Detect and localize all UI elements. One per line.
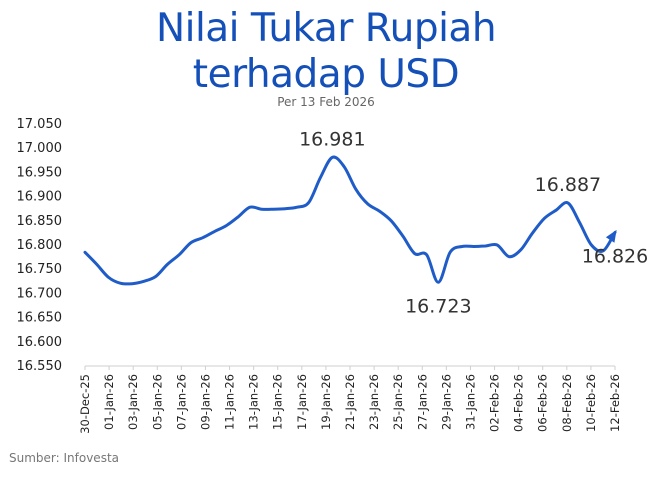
y-tick-label: 16.550 [17,359,63,374]
chart-title: Nilai Tukar Rupiah terhadap USD [0,6,652,98]
usd-idr-line [83,155,617,286]
annotation-label: 16.723 [405,295,471,317]
y-tick-label: 16.850 [17,214,63,229]
chart-subtitle: Per 13 Feb 2026 [277,95,375,109]
x-tick-label: 12-Feb-26 [608,374,622,432]
x-tick-label: 06-Feb-26 [536,374,550,432]
y-tick-label: 16.950 [17,165,63,180]
y-tick-label: 17.000 [17,141,63,156]
x-tick-label: 01-Jan-26 [102,374,116,430]
x-tick-label: 19-Jan-26 [319,374,333,430]
x-tick-label: 31-Jan-26 [463,374,477,430]
title-line-2: terhadap USD [192,52,460,97]
annotation-label: 16.887 [535,174,601,196]
x-tick-label: 23-Jan-26 [367,374,381,430]
y-axis: 16.550 16.600 16.650 16.700 16.750 16.800 16.8… [17,117,63,374]
x-tick-label: 17-Jan-26 [295,374,309,430]
y-tick-label: 16.900 [17,190,63,205]
x-tick-label: 07-Jan-26 [174,374,188,430]
x-tick-label: 05-Jan-26 [150,374,164,430]
x-tick-label: 21-Jan-26 [343,374,357,430]
x-axis: 30-Dec-25 01-Jan-26 03-Jan-26 05-Jan-26 07-J… [78,365,622,434]
x-tick-label: 27-Jan-26 [415,374,429,430]
x-tick-label: 10-Feb-26 [584,374,598,432]
x-tick-label: 13-Jan-26 [247,374,261,430]
line-end-arrow [605,229,617,243]
y-tick-label: 17.050 [17,117,63,132]
x-tick-label: 11-Jan-26 [223,374,237,430]
annotations: 16.981 16.723 16.887 16.826 [299,128,648,317]
y-tick-label: 16.600 [17,335,63,350]
annotation-label: 16.981 [299,128,365,150]
x-tick-label: 03-Jan-26 [126,374,140,430]
x-tick-label: 02-Feb-26 [488,374,502,432]
y-tick-label: 16.750 [17,262,63,277]
x-tick-label: 04-Feb-26 [512,374,526,432]
x-tick-label: 25-Jan-26 [391,374,405,430]
y-tick-label: 16.650 [17,311,63,326]
title-line-1: Nilai Tukar Rupiah [155,6,497,51]
source-note: Sumber: Infovesta [9,451,119,465]
x-tick-label: 30-Dec-25 [78,374,92,434]
y-tick-label: 16.800 [17,238,63,253]
x-tick-label: 15-Jan-26 [271,374,285,430]
x-tick-label: 08-Feb-26 [560,374,574,432]
annotation-label: 16.826 [582,245,648,267]
x-tick-label: 29-Jan-26 [439,374,453,430]
x-tick-label: 09-Jan-26 [198,374,212,430]
y-tick-label: 16.700 [17,286,63,301]
series-line [83,155,617,286]
